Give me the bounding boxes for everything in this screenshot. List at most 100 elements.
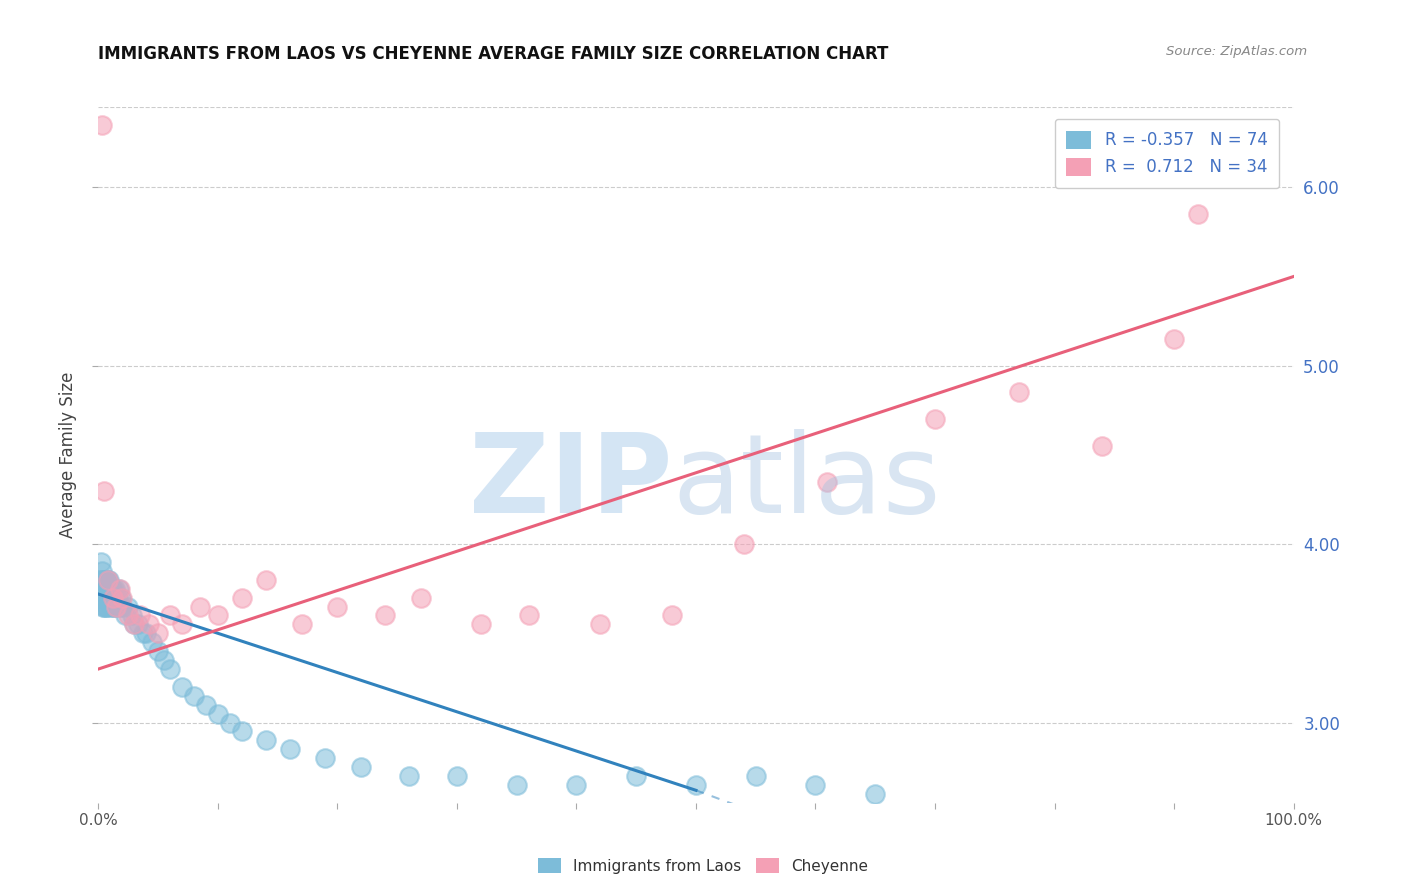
Point (93, 573, 115, 587)
Point (105, 599, 128, 614)
Point (159, 662, 181, 676)
Point (91, 573, 114, 587)
Text: Source: ZipAtlas.com: Source: ZipAtlas.com (1167, 45, 1308, 58)
Point (96, 591, 118, 605)
Point (231, 724, 253, 739)
Point (183, 689, 205, 703)
Point (114, 608, 136, 623)
Point (148, 644, 170, 658)
Legend: R = -0.357   N = 74, R =  0.712   N = 34: R = -0.357 N = 74, R = 0.712 N = 34 (1054, 119, 1279, 188)
Point (565, 778, 588, 792)
Point (733, 537, 755, 551)
Point (90, 555, 112, 569)
Point (1223, 162, 1246, 177)
Text: atlas: atlas (672, 429, 941, 536)
Point (101, 591, 124, 605)
Point (350, 760, 373, 774)
Point (254, 733, 277, 747)
Point (101, 599, 124, 614)
Point (117, 599, 139, 614)
Point (278, 742, 301, 756)
Point (97, 573, 120, 587)
Point (107, 591, 129, 605)
Point (924, 412, 946, 426)
Point (110, 591, 132, 605)
Point (124, 617, 146, 632)
Point (98, 582, 121, 596)
Point (1187, 207, 1209, 221)
Point (517, 608, 540, 623)
Point (131, 626, 153, 640)
Point (219, 715, 242, 730)
Point (745, 769, 768, 783)
Point (98, 599, 122, 614)
Point (326, 599, 349, 614)
Point (153, 653, 176, 667)
Point (129, 608, 152, 623)
Point (172, 617, 194, 632)
Point (93, 591, 115, 605)
Point (89, 591, 111, 605)
Point (91, 564, 114, 578)
Point (121, 608, 143, 623)
Point (1163, 332, 1185, 346)
Point (231, 591, 253, 605)
Point (127, 617, 149, 632)
Point (117, 608, 139, 623)
Point (195, 698, 218, 712)
Point (98, 591, 122, 605)
Point (589, 617, 612, 632)
Point (661, 608, 683, 623)
Point (685, 778, 707, 792)
Point (101, 582, 124, 596)
Point (103, 591, 125, 605)
Point (411, 591, 433, 605)
Point (138, 617, 160, 632)
Point (94, 573, 117, 587)
Point (470, 617, 492, 632)
Point (108, 599, 131, 614)
Point (90, 573, 112, 587)
Point (98, 582, 122, 596)
Point (98, 591, 121, 605)
Point (254, 573, 277, 587)
Point (207, 608, 229, 623)
Point (141, 635, 163, 649)
Point (96, 599, 118, 614)
Point (94, 582, 117, 596)
Point (815, 475, 838, 489)
Point (1091, 439, 1114, 453)
Point (111, 591, 134, 605)
Point (315, 751, 337, 765)
Point (91, 599, 114, 614)
Point (111, 599, 134, 614)
Point (104, 591, 127, 605)
Point (91, 582, 114, 596)
Point (93, 582, 115, 596)
Legend: Immigrants from Laos, Cheyenne: Immigrants from Laos, Cheyenne (531, 852, 875, 880)
Point (96, 582, 118, 596)
Point (107, 582, 129, 596)
Point (100, 582, 122, 596)
Point (100, 591, 122, 605)
Point (96, 573, 118, 587)
Point (1008, 385, 1031, 400)
Point (104, 582, 127, 596)
Point (98, 573, 121, 587)
Point (105, 599, 128, 614)
Point (374, 608, 396, 623)
Point (291, 617, 314, 632)
Point (172, 680, 194, 694)
Point (506, 778, 529, 792)
Text: IMMIGRANTS FROM LAOS VS CHEYENNE AVERAGE FAMILY SIZE CORRELATION CHART: IMMIGRANTS FROM LAOS VS CHEYENNE AVERAGE… (98, 45, 889, 62)
Point (135, 626, 157, 640)
Point (188, 599, 211, 614)
Point (108, 582, 131, 596)
Point (97, 591, 120, 605)
Point (804, 778, 827, 792)
Point (865, 787, 887, 801)
Text: ZIP: ZIP (468, 429, 672, 536)
Point (93, 599, 115, 614)
Point (103, 599, 125, 614)
Point (97, 582, 120, 596)
